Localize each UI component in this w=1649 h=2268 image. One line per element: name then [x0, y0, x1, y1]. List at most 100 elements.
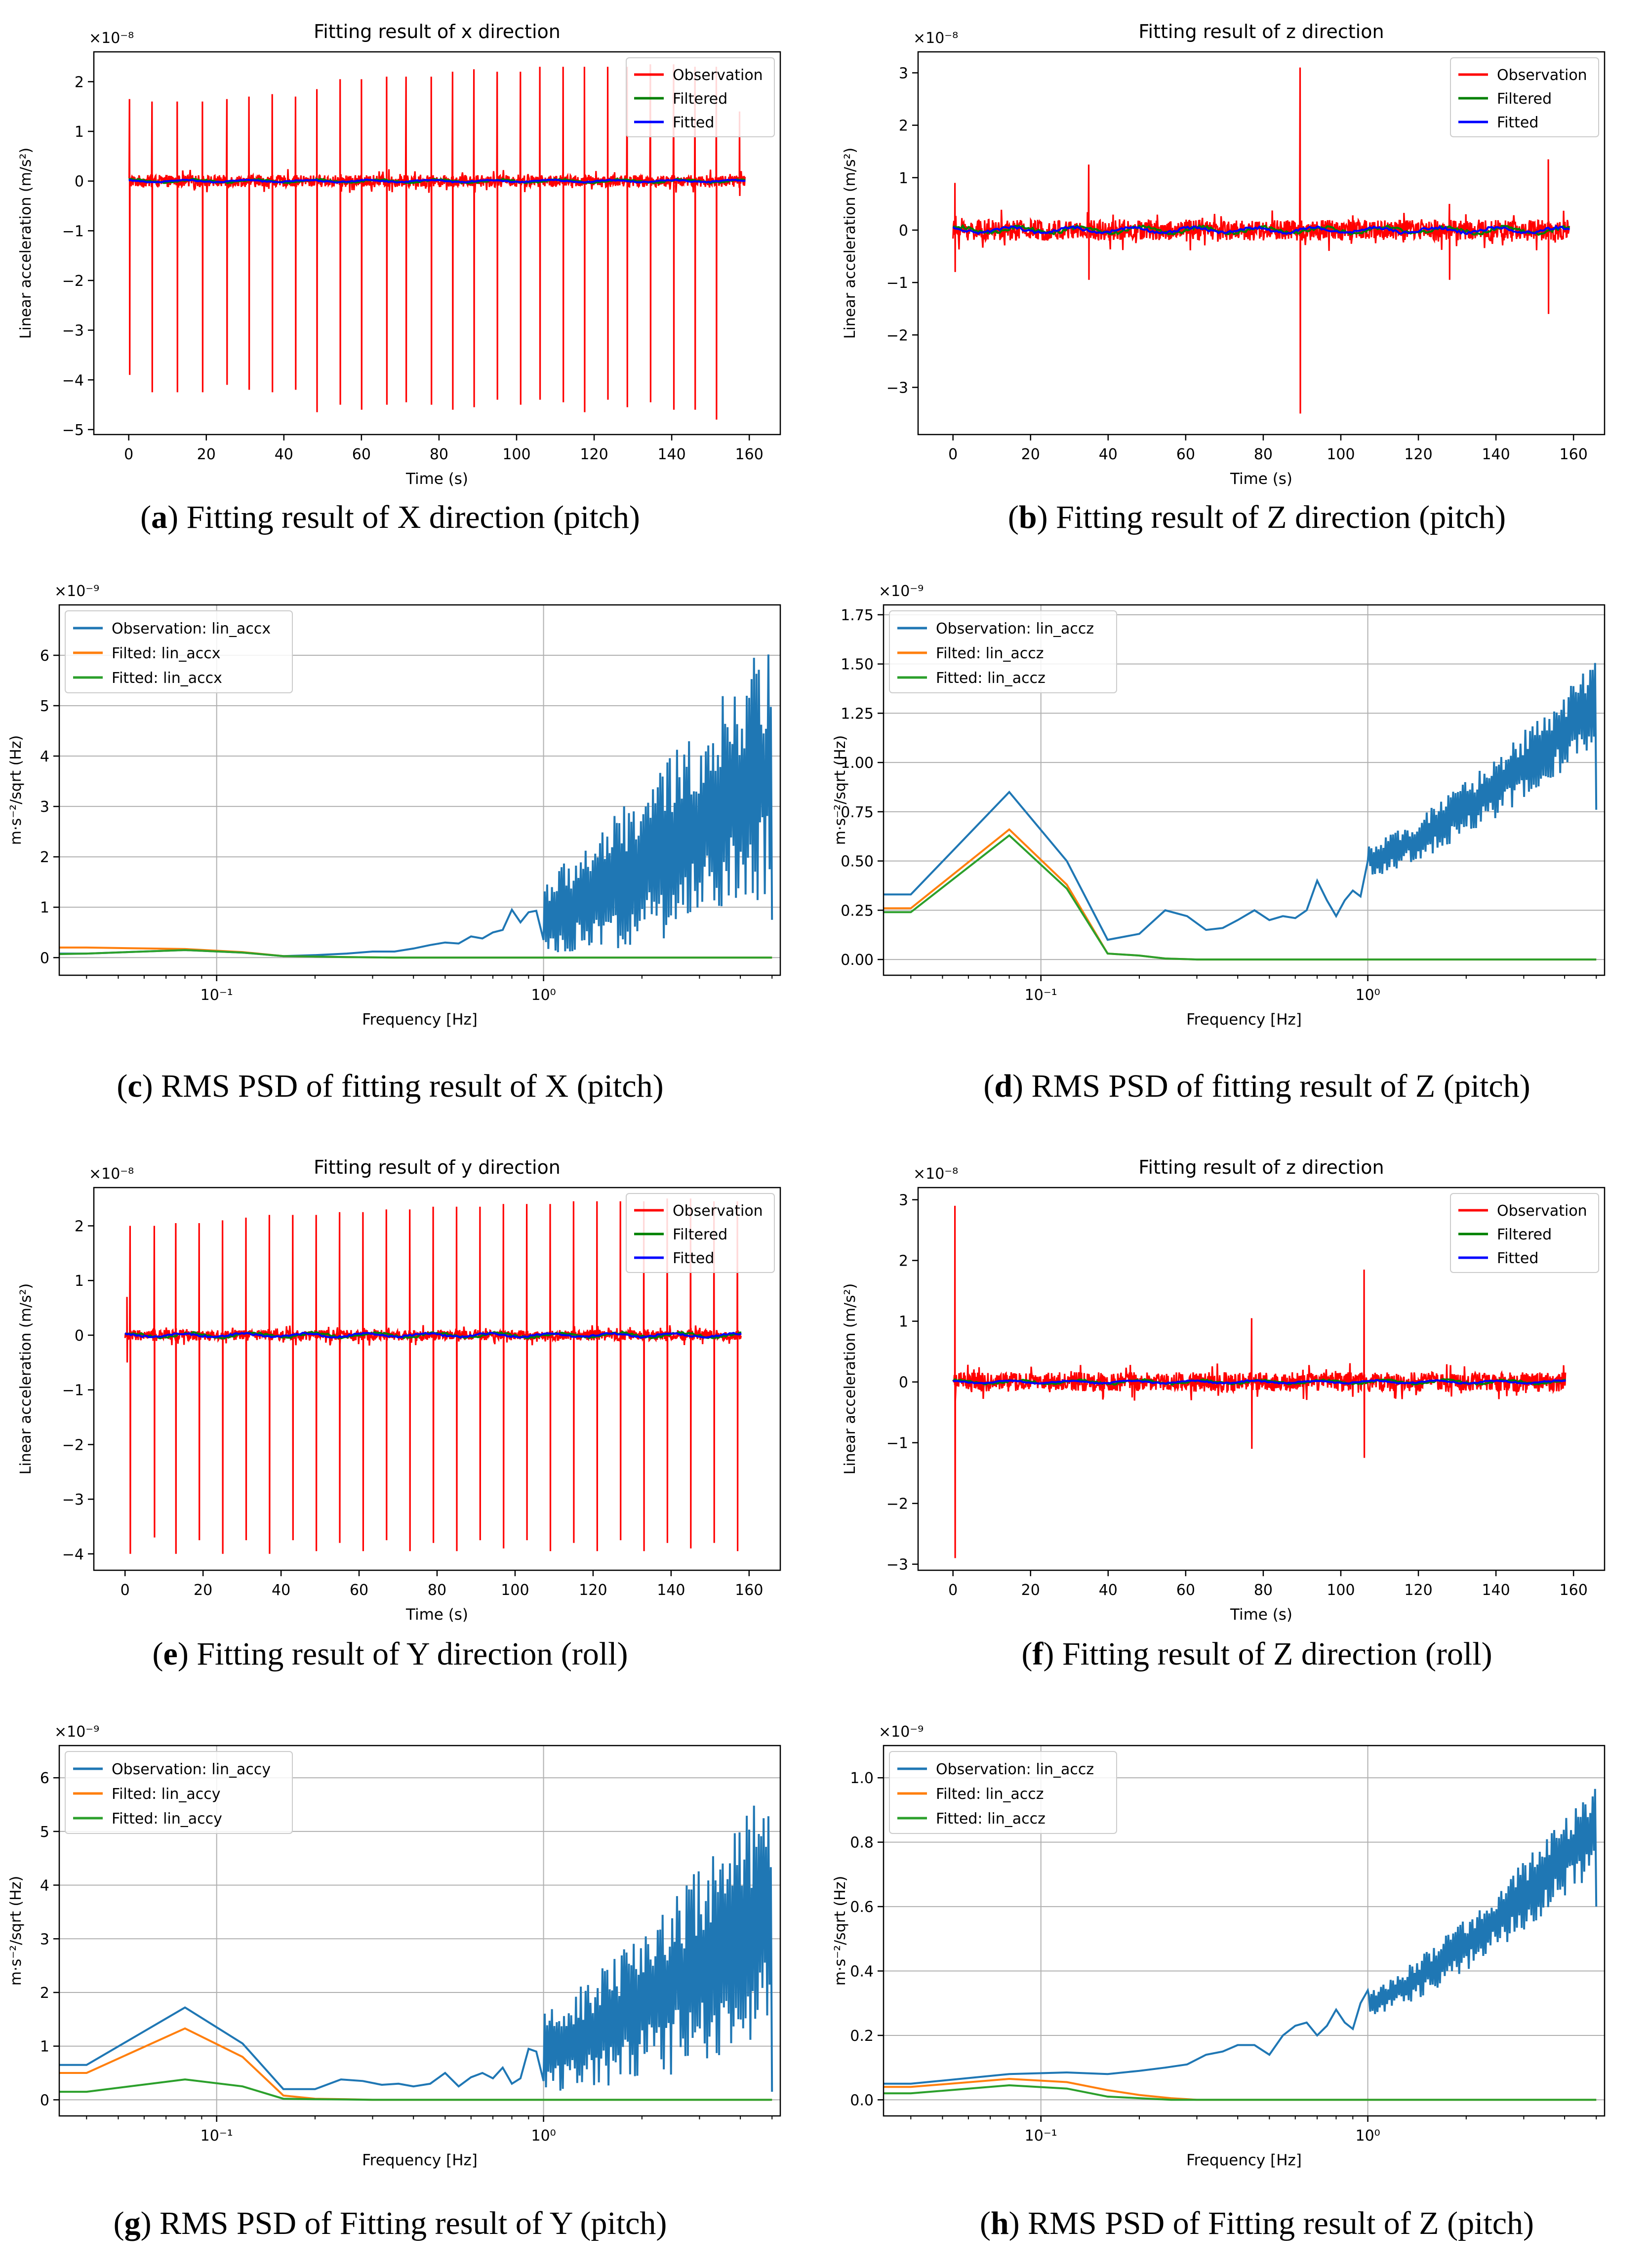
x-tick-label: 140 — [657, 446, 685, 463]
axis-scale-label: ×10⁻⁹ — [54, 583, 99, 600]
y-tick-label: 3 — [40, 1931, 49, 1948]
legend-box — [1450, 57, 1599, 137]
legend-label: Fitted: lin_accz — [936, 1810, 1046, 1828]
axis-scale-label: ×10⁻⁸ — [89, 30, 134, 47]
y-tick-label: 2 — [40, 1985, 49, 2002]
chart-d: 0.00 0.25 0.50 0.75 1.00 1.25 1.50 1.75 10⁻¹ 10⁰ F… — [832, 583, 1606, 1029]
x-tick-label: 140 — [657, 1582, 685, 1599]
x-tick-label: 120 — [580, 446, 608, 463]
chart-title: Fitting result of y direction — [314, 1156, 561, 1178]
plot-frame — [917, 51, 1606, 436]
plot-frame — [883, 604, 1606, 976]
panel-h: 0.0 0.2 0.4 0.6 0.8 1.0 10⁻¹ 10⁰ Frequency [Hz] m… — [824, 1704, 1649, 2197]
x-tick-label: 160 — [735, 446, 764, 463]
chart-title: Fitting result of z direction — [1138, 21, 1384, 42]
panel-e: −4 −3 −2 −1 0 1 2 0 20 40 60 80 100 120 140 160 Time (s)… — [0, 1136, 824, 1630]
caption-text: Fitting result of Y direction (roll) — [188, 1636, 628, 1672]
y-tick-label: −3 — [62, 322, 84, 340]
legend: Observation: lin_accy Filted: lin_accy Fit… — [65, 1751, 293, 1834]
plot-area — [59, 654, 773, 959]
x-tick-label: 0 — [121, 1582, 130, 1599]
y-tick-label: 5 — [40, 698, 49, 715]
series-line — [884, 834, 1597, 961]
y-tick-label: 1 — [40, 899, 49, 916]
y-tick-label: −4 — [62, 372, 84, 389]
caption-letter: g — [124, 2205, 141, 2241]
caption-f: (f) Fitting result of Z direction (roll) — [1021, 1636, 1492, 1672]
axis-scale-label: ×10⁻⁹ — [54, 1723, 99, 1741]
series-fitted — [953, 1379, 1566, 1385]
caption-letter: c — [127, 1068, 142, 1104]
legend-label: Filted: lin_accy — [112, 1786, 220, 1803]
x-tick-label: 40 — [275, 446, 293, 463]
y-tick-label: 0 — [40, 2092, 49, 2109]
axis-scale-label: ×10⁻⁹ — [879, 583, 924, 600]
x-tick-label: 60 — [352, 446, 371, 463]
legend: Observation Filtered Fitted — [1450, 1193, 1599, 1273]
caption-text: RMS PSD of fitting result of Z (pitch) — [1023, 1068, 1530, 1104]
x-tick-label: 80 — [1254, 446, 1273, 463]
y-tick-label: 1 — [40, 2038, 49, 2056]
chart-f: −3 −2 −1 0 1 2 3 0 20 40 60 80 100 120 140 160 Time (s) L… — [842, 1156, 1606, 1624]
y-tick-label: 0.75 — [841, 804, 874, 821]
y-tick-label: 4 — [40, 748, 49, 765]
x-tick-label: 10⁰ — [531, 2127, 556, 2145]
plot-area — [884, 1789, 1598, 2101]
legend-label: Observation — [1497, 67, 1587, 84]
y-tick-label: 0 — [40, 950, 49, 967]
series-line — [884, 663, 1598, 941]
x-axis-label: Frequency [Hz] — [1186, 1011, 1302, 1029]
caption-letter: f — [1032, 1636, 1044, 1672]
legend-label: Observation — [673, 1202, 763, 1220]
chart-h: 0.0 0.2 0.4 0.6 0.8 1.0 10⁻¹ 10⁰ Frequency [Hz] m… — [832, 1723, 1606, 2169]
y-tick-label: 6 — [40, 1770, 49, 1787]
x-tick-label: 100 — [502, 446, 530, 463]
panel-f: −3 −2 −1 0 1 2 3 0 20 40 60 80 100 120 140 160 Time (s) L… — [824, 1136, 1649, 1630]
plot-frame — [58, 1745, 781, 2117]
series-fitted — [952, 224, 1570, 236]
legend-box — [889, 1751, 1117, 1834]
y-tick-label: 1.25 — [841, 705, 874, 722]
series-line — [59, 654, 773, 957]
legend-label: Fitted — [1497, 1250, 1538, 1267]
x-tick-label: 20 — [197, 446, 216, 463]
x-tick-label: 60 — [1176, 1582, 1195, 1599]
series-line — [884, 2084, 1597, 2101]
y-axis-label: Linear acceleration (m/s²) — [17, 1283, 35, 1475]
y-tick-label: −2 — [62, 273, 84, 290]
chart-title: Fitting result of x direction — [314, 21, 561, 42]
y-axis-label: m·s⁻²/sqrt (Hz) — [7, 735, 25, 845]
x-tick-label: 100 — [1327, 1582, 1355, 1599]
legend-label: Observation: lin_accz — [936, 620, 1094, 637]
y-tick-label: 0 — [75, 173, 84, 191]
legend-label: Filted: lin_accz — [936, 645, 1044, 662]
panel-a: −5 −4 −3 −2 −1 0 1 2 0 20 40 60 80 100 120 140 160 Time (… — [0, 0, 824, 494]
caption-text: RMS PSD of Fitting result of Z (pitch) — [1019, 2205, 1534, 2241]
y-axis-label: m·s⁻²/sqrt (Hz) — [7, 1876, 25, 1986]
y-tick-label: −1 — [886, 275, 908, 292]
caption-d: (d) RMS PSD of fitting result of Z (pitc… — [983, 1068, 1530, 1104]
y-tick-label: 0.2 — [850, 2028, 874, 2045]
x-axis-label: Time (s) — [1230, 1606, 1292, 1624]
y-tick-label: 0.0 — [850, 2092, 874, 2109]
caption-letter: h — [990, 2205, 1009, 2241]
legend-label: Fitted: lin_accy — [112, 1810, 222, 1828]
legend-box — [1450, 1193, 1599, 1273]
y-tick-label: 0.50 — [841, 853, 874, 871]
x-tick-label: 10⁰ — [1355, 987, 1380, 1004]
y-tick-label: 1.50 — [841, 656, 874, 674]
y-tick-label: 3 — [899, 1192, 908, 1209]
caption-text: Fitting result of Z direction (pitch) — [1047, 499, 1506, 535]
axis-scale-label: ×10⁻⁹ — [879, 1723, 924, 1741]
x-tick-label: 0 — [948, 446, 958, 463]
y-tick-label: −2 — [886, 1496, 908, 1513]
x-tick-label: 10⁰ — [1355, 2127, 1380, 2145]
x-axis-label: Frequency [Hz] — [1186, 2151, 1302, 2169]
chart-b: −3 −2 −1 0 1 2 3 0 20 40 60 80 100 120 140 160 Time (s) L… — [842, 21, 1606, 488]
series-line — [59, 1805, 773, 2092]
legend: Observation Filtered Fitted — [626, 57, 775, 137]
legend-label: Filted: lin_accz — [936, 1786, 1044, 1803]
plot-area — [952, 67, 1570, 414]
